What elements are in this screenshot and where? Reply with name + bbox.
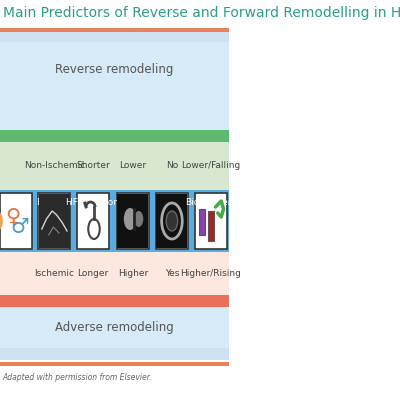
Bar [38, 193, 70, 249]
Text: Yes: Yes [165, 269, 179, 278]
Bar [0, 307, 229, 348]
Text: Longer: Longer [77, 269, 108, 278]
Text: Lower/Falling: Lower/Falling [181, 162, 240, 170]
Bar [156, 193, 188, 249]
Bar [0, 42, 229, 130]
Bar [118, 194, 148, 248]
Text: Adapted with permission from Elsevier.: Adapted with permission from Elsevier. [3, 374, 152, 382]
Bar [0, 32, 229, 42]
Text: LGE: LGE [163, 198, 181, 207]
Text: No: No [166, 162, 178, 170]
Text: Lower: Lower [120, 162, 146, 170]
Text: Higher: Higher [118, 269, 148, 278]
Text: Sex: Sex [8, 198, 24, 207]
Text: Etiology: Etiology [36, 198, 73, 207]
Bar [0, 28, 229, 32]
Bar [156, 194, 188, 248]
Bar [0, 366, 229, 400]
Bar [77, 193, 109, 249]
Text: Main Predictors of Reverse and Forward Remodelling in Heart Failure: Main Predictors of Reverse and Forward R… [3, 6, 400, 20]
Text: Biomarkers: Biomarkers [185, 198, 236, 207]
Bar [39, 194, 70, 248]
Circle shape [134, 211, 143, 227]
Text: Higher/Rising: Higher/Rising [180, 269, 241, 278]
Text: ♀: ♀ [6, 206, 21, 226]
Bar [0, 130, 229, 142]
Circle shape [0, 211, 3, 231]
Bar [0, 190, 229, 252]
Text: HF duration: HF duration [66, 198, 119, 207]
Bar [117, 193, 149, 249]
Bar [195, 193, 227, 249]
Text: Reverse remodeling: Reverse remodeling [56, 64, 174, 76]
Bar [0, 142, 229, 190]
Text: Adverse remodeling: Adverse remodeling [55, 321, 174, 334]
Text: Shorter: Shorter [76, 162, 110, 170]
Circle shape [166, 211, 178, 231]
Bar [208, 211, 214, 241]
Text: Non-Ischemic: Non-Ischemic [24, 162, 85, 170]
Text: Ischemic: Ischemic [34, 269, 74, 278]
Bar [0, 193, 32, 249]
Bar [0, 252, 229, 295]
Bar [0, 0, 229, 25]
Bar [200, 209, 205, 235]
Text: LVEF: LVEF [122, 198, 144, 207]
Bar [0, 295, 229, 307]
Bar [0, 348, 229, 360]
Circle shape [124, 208, 136, 230]
Text: ♂: ♂ [11, 217, 30, 237]
Bar [0, 362, 229, 366]
